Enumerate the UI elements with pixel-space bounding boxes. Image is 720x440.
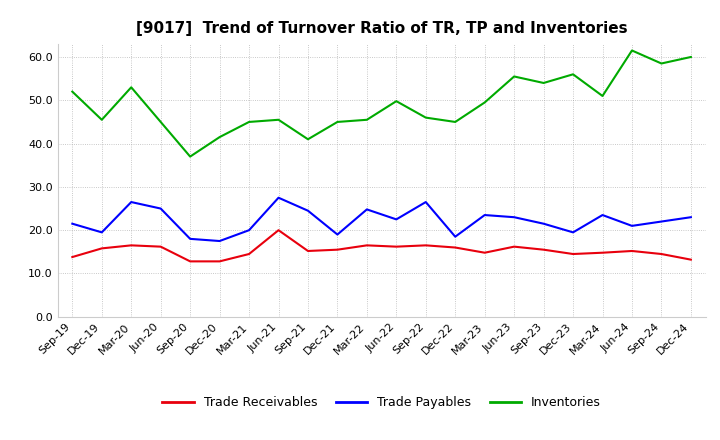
Trade Payables <box>215 238 224 244</box>
Trade Receivables <box>156 244 165 249</box>
Inventories <box>215 135 224 140</box>
Trade Payables <box>304 208 312 213</box>
Trade Receivables <box>628 248 636 253</box>
Trade Receivables <box>392 244 400 249</box>
Legend: Trade Receivables, Trade Payables, Inventories: Trade Receivables, Trade Payables, Inven… <box>157 391 606 414</box>
Trade Payables <box>657 219 666 224</box>
Trade Receivables <box>245 251 253 257</box>
Inventories <box>687 55 696 60</box>
Line: Trade Payables: Trade Payables <box>72 198 691 241</box>
Trade Payables <box>127 199 135 205</box>
Trade Payables <box>539 221 548 226</box>
Trade Payables <box>245 227 253 233</box>
Trade Payables <box>156 206 165 211</box>
Trade Receivables <box>215 259 224 264</box>
Inventories <box>363 117 372 122</box>
Trade Payables <box>97 230 106 235</box>
Trade Receivables <box>598 250 607 255</box>
Inventories <box>333 119 342 125</box>
Trade Receivables <box>569 251 577 257</box>
Inventories <box>421 115 430 120</box>
Trade Payables <box>510 215 518 220</box>
Inventories <box>657 61 666 66</box>
Inventories <box>628 48 636 53</box>
Trade Receivables <box>539 247 548 252</box>
Trade Payables <box>687 215 696 220</box>
Trade Payables <box>628 223 636 228</box>
Inventories <box>392 99 400 104</box>
Trade Receivables <box>451 245 459 250</box>
Trade Receivables <box>304 248 312 253</box>
Inventories <box>598 93 607 99</box>
Inventories <box>510 74 518 79</box>
Trade Receivables <box>363 243 372 248</box>
Inventories <box>186 154 194 159</box>
Trade Receivables <box>421 243 430 248</box>
Trade Receivables <box>510 244 518 249</box>
Trade Receivables <box>97 246 106 251</box>
Trade Payables <box>186 236 194 242</box>
Trade Receivables <box>68 254 76 260</box>
Trade Payables <box>68 221 76 226</box>
Inventories <box>156 119 165 125</box>
Trade Receivables <box>274 227 283 233</box>
Line: Inventories: Inventories <box>72 51 691 157</box>
Inventories <box>68 89 76 94</box>
Trade Receivables <box>657 251 666 257</box>
Inventories <box>569 72 577 77</box>
Trade Payables <box>363 207 372 212</box>
Trade Payables <box>451 234 459 239</box>
Trade Receivables <box>480 250 489 255</box>
Trade Receivables <box>333 247 342 252</box>
Inventories <box>451 119 459 125</box>
Inventories <box>97 117 106 122</box>
Inventories <box>304 137 312 142</box>
Trade Receivables <box>186 259 194 264</box>
Trade Payables <box>480 213 489 218</box>
Trade Payables <box>421 199 430 205</box>
Trade Payables <box>569 230 577 235</box>
Inventories <box>539 81 548 86</box>
Trade Receivables <box>127 243 135 248</box>
Trade Receivables <box>687 257 696 262</box>
Trade Payables <box>598 213 607 218</box>
Inventories <box>274 117 283 122</box>
Line: Trade Receivables: Trade Receivables <box>72 230 691 261</box>
Title: [9017]  Trend of Turnover Ratio of TR, TP and Inventories: [9017] Trend of Turnover Ratio of TR, TP… <box>136 21 627 36</box>
Trade Payables <box>274 195 283 200</box>
Inventories <box>127 84 135 90</box>
Inventories <box>245 119 253 125</box>
Trade Payables <box>392 217 400 222</box>
Inventories <box>480 100 489 105</box>
Trade Payables <box>333 232 342 237</box>
